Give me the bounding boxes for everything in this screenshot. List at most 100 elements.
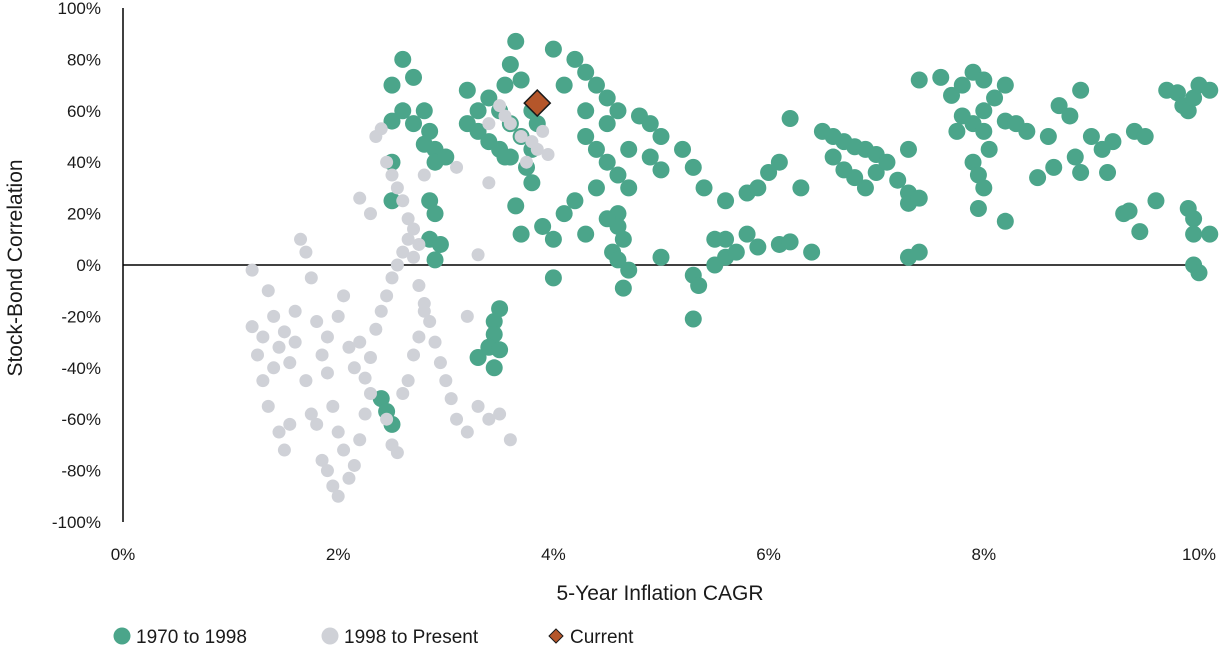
point-1970-1998 [620, 179, 638, 197]
point-1998-present [396, 245, 410, 259]
point-1970-1998 [555, 205, 573, 223]
point-1970-1998 [469, 122, 487, 140]
point-1998-present [407, 222, 421, 236]
y-tick-label: 80% [67, 50, 101, 69]
point-1998-present [331, 425, 345, 439]
point-1970-1998 [652, 248, 670, 266]
point-1998-present [261, 284, 275, 298]
point-1998-present [347, 458, 361, 472]
point-1998-present [450, 412, 464, 426]
point-1970-1998 [566, 50, 584, 68]
point-1970-1998 [975, 179, 993, 197]
point-1998-present [283, 356, 297, 370]
point-1970-1998 [1061, 107, 1079, 125]
point-1970-1998 [738, 225, 756, 243]
point-1970-1998 [867, 163, 885, 181]
point-1970-1998 [383, 76, 401, 94]
point-1970-1998 [431, 235, 449, 253]
point-1998-present [272, 340, 286, 354]
point-1970-1998 [534, 217, 552, 235]
point-1970-1998 [507, 32, 525, 50]
point-1998-present [369, 322, 383, 336]
point-1970-1998 [1147, 192, 1165, 210]
point-1998-present [353, 433, 367, 447]
y-tick-label: 60% [67, 102, 101, 121]
point-1970-1998 [1136, 128, 1154, 145]
point-1970-1998 [544, 230, 562, 248]
point-1998-present [277, 443, 291, 457]
point-1970-1998 [587, 140, 605, 158]
point-1998-present [342, 340, 356, 354]
y-tick-label: -40% [61, 359, 101, 378]
x-tick-label: 8% [972, 545, 997, 564]
point-1998-present [396, 387, 410, 400]
point-1970-1998 [485, 313, 503, 331]
point-1970-1998 [469, 102, 487, 120]
point-1998-present [315, 348, 329, 362]
point-1970-1998 [1018, 122, 1036, 140]
point-1970-1998 [491, 300, 509, 318]
point-1998-present [358, 407, 372, 421]
legend-label: 1998 to Present [344, 627, 479, 648]
point-1970-1998 [856, 179, 874, 197]
point-1970-1998 [577, 128, 595, 145]
point-1998-present [514, 130, 528, 143]
point-1998-present [294, 232, 308, 246]
point-1970-1998 [598, 153, 616, 171]
point-1998-present [444, 392, 458, 406]
point-1998-present [358, 371, 372, 385]
point-1998-present [315, 453, 329, 467]
point-1998-present [417, 168, 431, 182]
point-1970-1998 [415, 102, 433, 120]
point-1970-1998 [496, 148, 514, 166]
point-1998-present [277, 325, 291, 339]
point-1970-1998 [980, 140, 998, 158]
point-1998-present [482, 117, 496, 131]
point-1970-1998 [996, 212, 1014, 230]
x-tick-label: 4% [541, 545, 566, 564]
point-1970-1998 [641, 148, 659, 166]
point-1970-1998 [598, 210, 616, 228]
point-1970-1998 [1201, 225, 1219, 243]
point-1998-present [374, 122, 388, 136]
point-1998-present [482, 176, 496, 190]
point-1970-1998 [969, 199, 987, 217]
point-1970-1998 [948, 122, 966, 140]
legend: 1970 to 1998 1998 to Present Current [113, 627, 634, 648]
point-1970-1998 [614, 279, 632, 297]
point-1970-1998 [1066, 148, 1084, 166]
point-1970-1998 [975, 71, 993, 89]
point-1970-1998 [507, 197, 525, 215]
point-1998-present [299, 374, 313, 388]
point-1970-1998 [496, 76, 514, 94]
point-1970-1998 [620, 261, 638, 279]
x-tick-label: 10% [1182, 545, 1216, 564]
point-1970-1998 [824, 148, 842, 166]
point-1998-present [310, 417, 324, 431]
point-1970-1998 [566, 192, 584, 210]
point-1970-1998 [1120, 202, 1138, 220]
point-1998-present [401, 212, 415, 226]
point-1970-1998 [975, 102, 993, 120]
point-1998-present [536, 124, 550, 138]
point-1998-present [320, 366, 334, 380]
point-1970-1998 [544, 40, 562, 58]
point-1998-present [304, 407, 318, 421]
point-1970-1998 [910, 71, 928, 89]
point-1998-present [320, 330, 334, 344]
point-1970-1998 [394, 102, 412, 120]
point-1998-present [412, 237, 426, 251]
point-1970-1998 [1190, 264, 1208, 282]
point-1970-1998 [609, 166, 627, 184]
point-1970-1998 [620, 140, 638, 158]
point-1970-1998 [614, 230, 632, 248]
y-tick-label: -100% [52, 513, 101, 532]
point-1970-1998 [695, 179, 713, 197]
point-1998-present [363, 207, 377, 221]
point-1970-1998 [383, 112, 401, 130]
point-1970-1998 [1029, 169, 1047, 187]
point-1998-present [471, 248, 485, 262]
point-1998-present [304, 271, 318, 285]
point-1970-1998 [372, 390, 390, 408]
point-1970-1998 [555, 76, 573, 94]
